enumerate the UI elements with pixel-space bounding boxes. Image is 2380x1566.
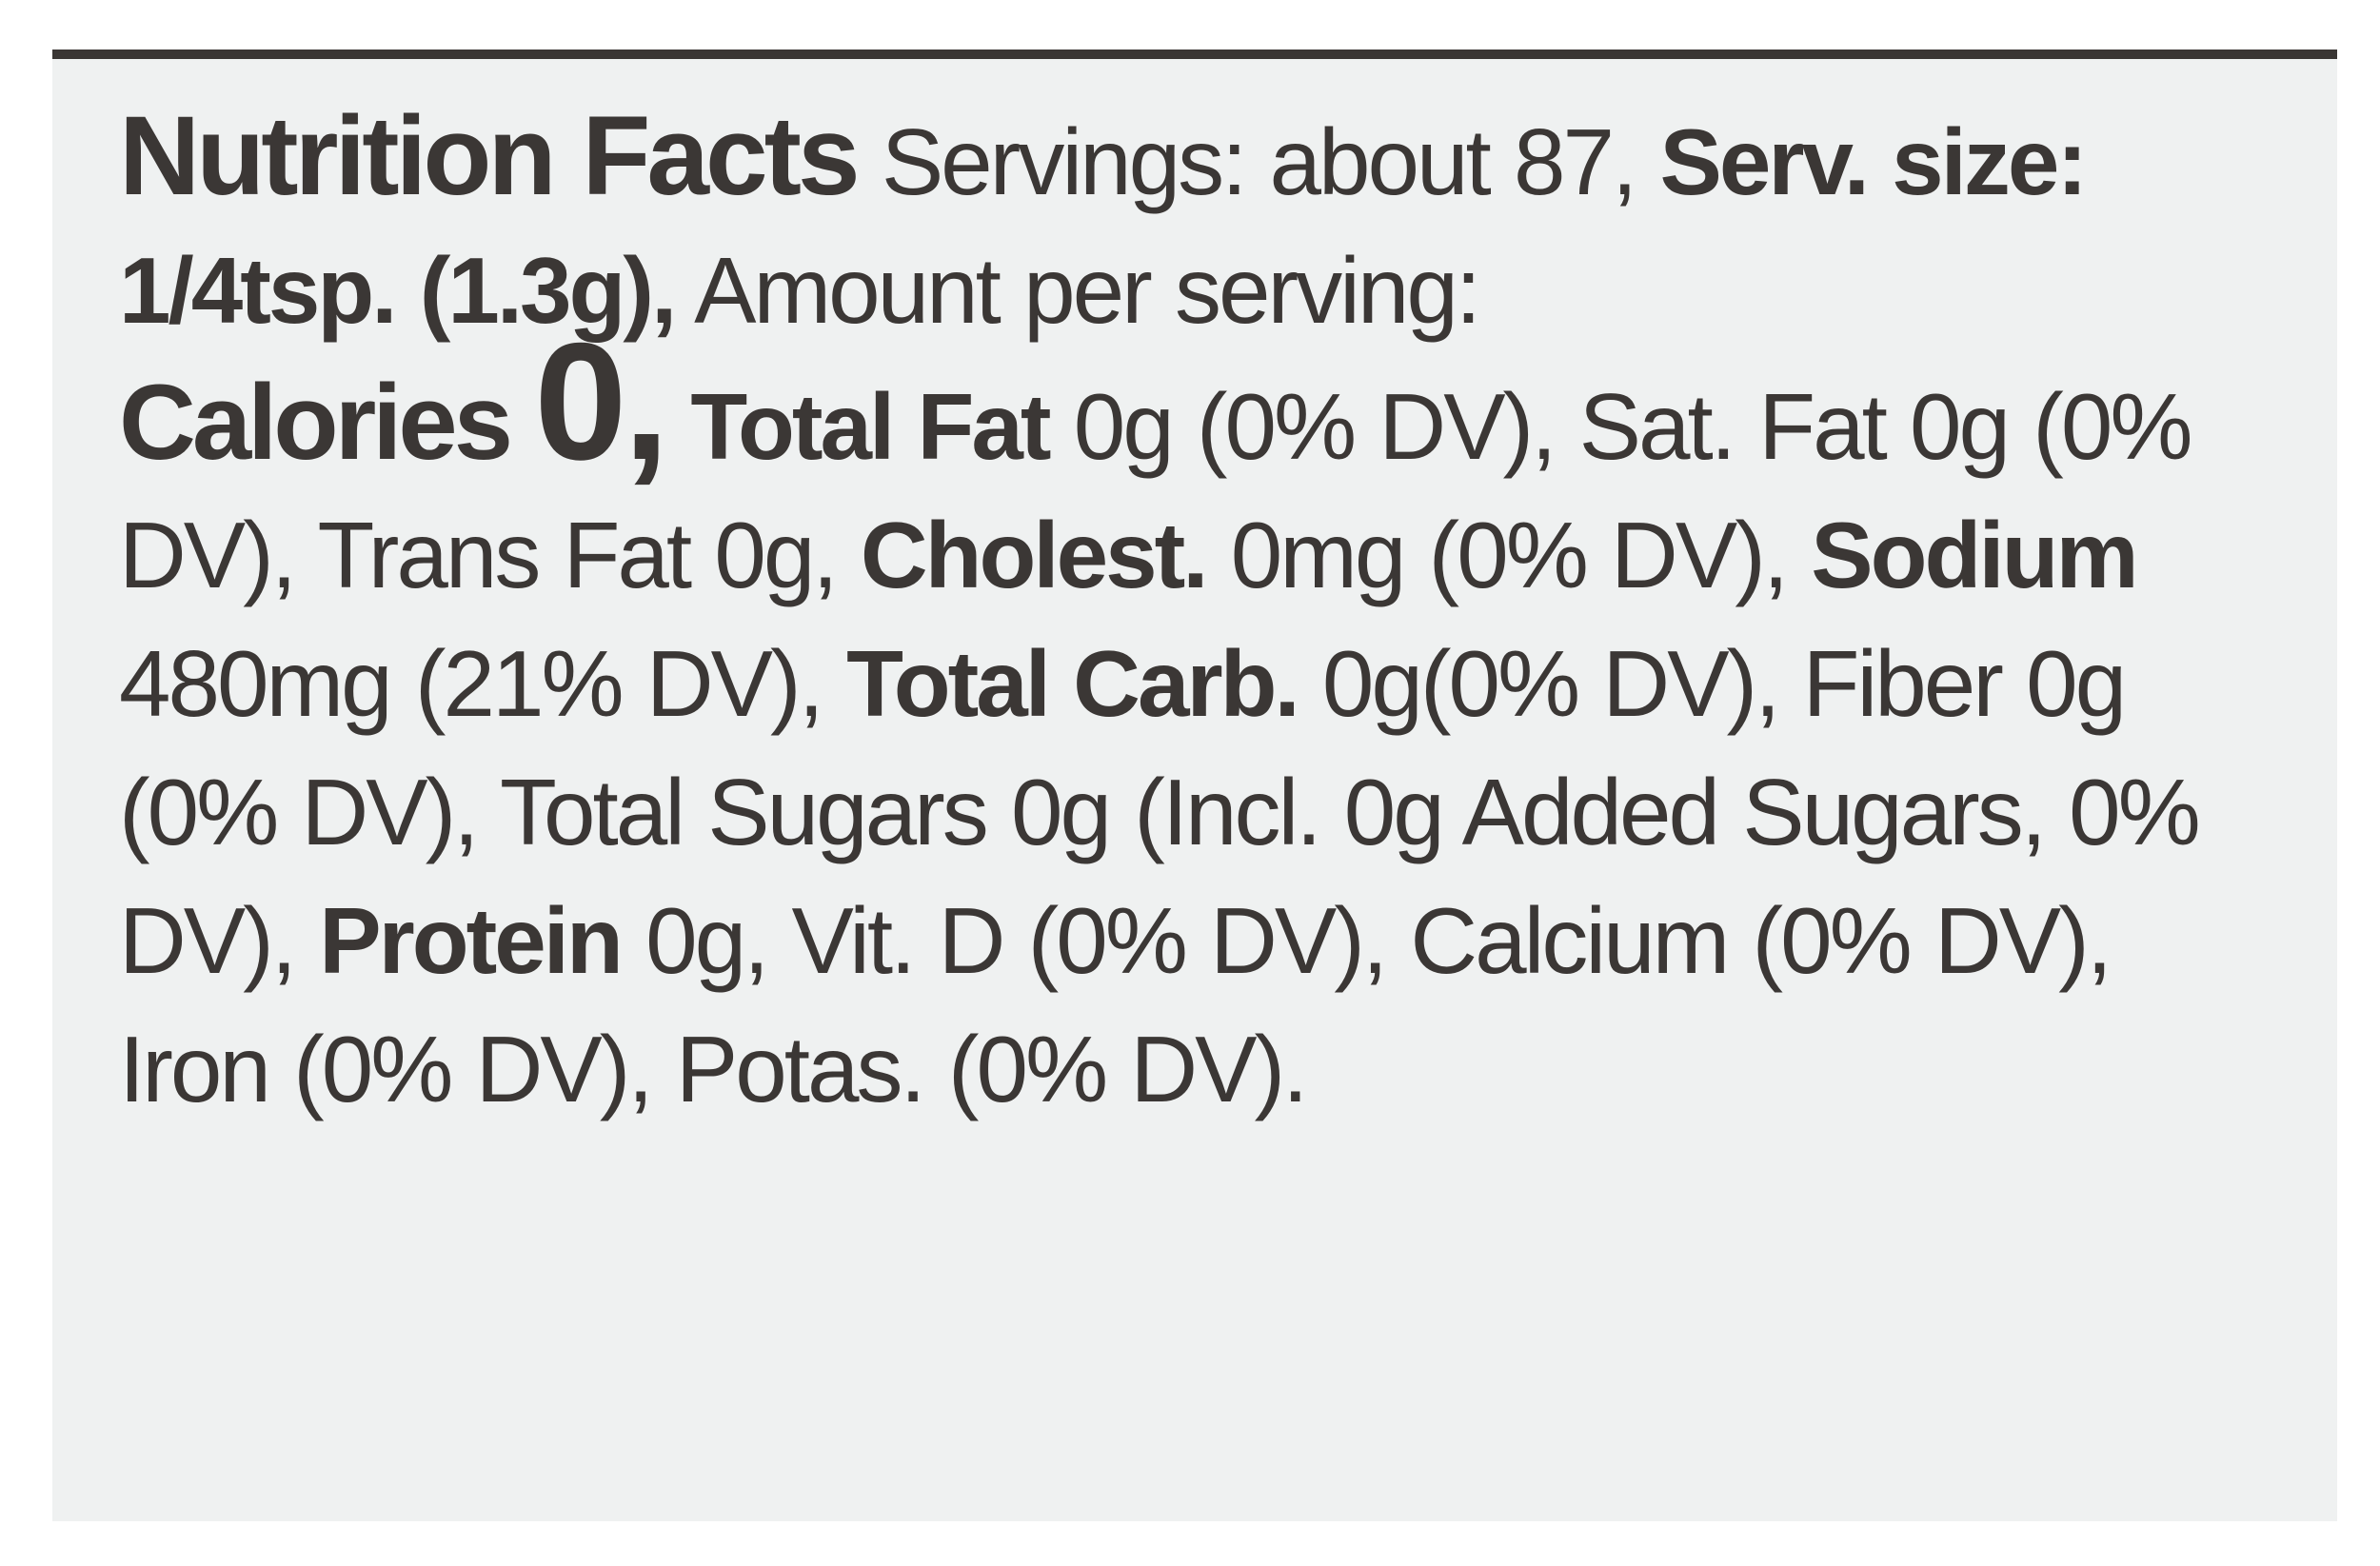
- protein-value: 0g,: [645, 888, 769, 993]
- servings-count: Servings: about 87,: [881, 109, 1637, 214]
- saturated-fat: Sat. Fat 0g (0% DV),: [119, 374, 2193, 607]
- trans-fat: Trans Fat 0g,: [317, 503, 838, 607]
- vitamin-d: Vit. D (0% DV),: [791, 888, 1389, 993]
- protein-label: Protein: [319, 888, 624, 993]
- total-carb-value: 0g(0% DV),: [1321, 631, 1781, 736]
- sodium-label: Sodium: [1811, 503, 2138, 607]
- calories-value: 0,: [534, 309, 669, 495]
- serving-size-label: Serv. size:: [1659, 109, 2088, 214]
- label-top-edge: [52, 50, 2337, 59]
- cholesterol-label: Cholest.: [860, 503, 1209, 607]
- serving-size-value: 1/4tsp. (1.3g),: [119, 238, 677, 343]
- total-carb-label: Total Carb.: [846, 631, 1300, 736]
- calories-label: Calories: [119, 363, 513, 482]
- nutrition-facts-text: Nutrition Facts Servings: about 87, Serv…: [119, 92, 2280, 1134]
- sodium-value: 480mg (21% DV),: [119, 631, 824, 736]
- potassium: Potas. (0% DV).: [675, 1017, 1309, 1121]
- cholesterol-value: 0mg (0% DV),: [1230, 503, 1789, 607]
- calcium: Calcium (0% DV),: [1410, 888, 2112, 993]
- nutrition-facts-panel: Nutrition Facts Servings: about 87, Serv…: [52, 59, 2337, 1521]
- amount-per-serving: Amount per serving:: [694, 238, 1481, 343]
- fiber: Fiber 0g (0% DV),: [119, 631, 2127, 864]
- total-fat-label: Total Fat: [690, 374, 1051, 479]
- nutrition-facts-title: Nutrition Facts: [119, 93, 861, 219]
- total-fat-value: 0g (0% DV),: [1073, 374, 1557, 479]
- total-sugars: Total Sugars 0g (Incl. 0g Added Sugars, …: [119, 760, 2201, 993]
- iron: Iron (0% DV),: [119, 1017, 654, 1121]
